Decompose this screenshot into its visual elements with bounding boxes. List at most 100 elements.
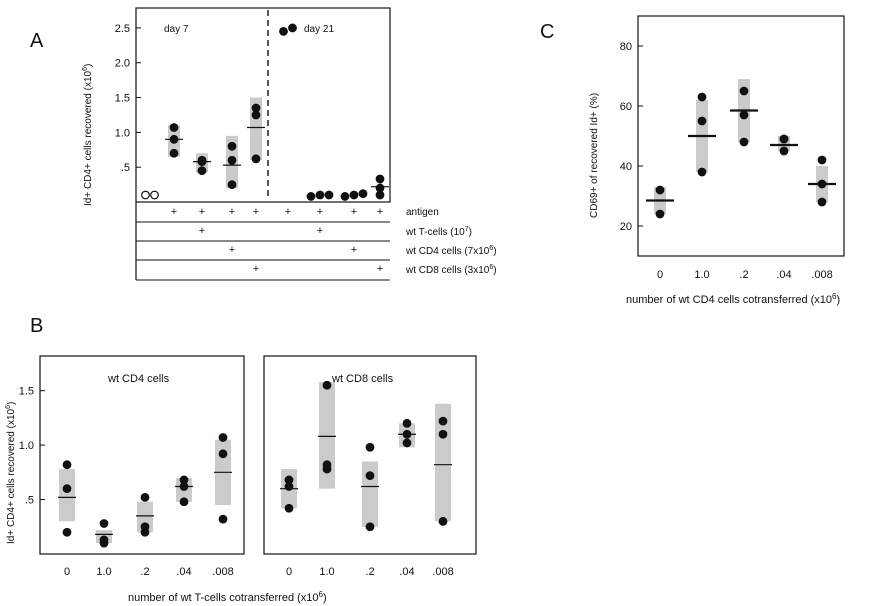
range-band <box>319 381 335 489</box>
panel-c-marks <box>646 79 836 219</box>
data-point <box>697 92 707 102</box>
data-point <box>324 190 334 200</box>
data-point <box>251 103 261 113</box>
panel-a-y-axis: 2.5 2.0 1.5 1.0 .5 <box>115 23 141 174</box>
condition-plus: + <box>351 244 357 256</box>
data-point <box>375 183 385 193</box>
panel-b: wt CD4 cells wt CD8 cells Id+ CD4+ cells… <box>5 355 477 604</box>
panel-b-right-frame <box>263 355 477 555</box>
condition-plus: + <box>285 206 291 218</box>
x-tick-label: 1.0 <box>319 566 334 578</box>
x-tick-label: .2 <box>140 566 149 578</box>
data-point <box>655 185 665 195</box>
data-point <box>169 148 179 158</box>
data-point <box>739 110 749 120</box>
panel-a-marks <box>141 23 389 201</box>
data-point <box>62 484 72 494</box>
panel-b-x-axis: 0 0 1.0 1.0 .2 .2 .04 .04 .008 .008 <box>64 566 454 578</box>
condition-plus: + <box>377 206 383 218</box>
data-point <box>817 155 827 165</box>
data-point <box>322 380 332 390</box>
panel-a-ylabel: Id+ CD4+ cells recovered (x106) <box>82 64 94 206</box>
y-tick-label: 2.5 <box>115 23 130 35</box>
panel-a-day-right: day 21 <box>304 24 334 35</box>
condition-plus: + <box>253 263 259 275</box>
data-point <box>322 460 332 470</box>
panel-c: CD69+ of recovered Id+ (%) 80 60 40 20 0 1.0… <box>589 15 845 306</box>
x-tick-label: 1.0 <box>694 269 709 281</box>
data-point <box>402 418 412 428</box>
panel-a-letter: A <box>30 30 44 52</box>
data-point <box>99 519 109 528</box>
data-point <box>279 27 288 36</box>
data-point <box>150 190 159 200</box>
y-tick-label: .5 <box>121 162 130 174</box>
x-tick-label: 0 <box>64 566 70 578</box>
panel-a: day 7 day 21 2.5 2.0 1.5 1.0 .5 Id+ CD4+ cel… <box>82 7 497 281</box>
condition-plus: + <box>317 206 323 218</box>
condition-plus: + <box>229 244 235 256</box>
panel-a-plot-frame <box>135 7 391 203</box>
data-point <box>438 416 448 426</box>
data-point <box>140 522 150 532</box>
y-tick-label: 20 <box>620 221 632 233</box>
data-point <box>288 23 297 33</box>
panel-b-y-axis: 1.5 1.0 .5 <box>19 386 45 507</box>
y-tick-label: 80 <box>620 41 632 53</box>
data-point <box>697 116 707 126</box>
range-band <box>362 461 378 527</box>
data-point <box>315 190 325 200</box>
data-point <box>340 192 350 201</box>
condition-plus: + <box>229 206 235 218</box>
panel-b-right-title: wt CD8 cells <box>331 373 394 385</box>
data-point <box>197 155 207 165</box>
condition-plus: + <box>377 263 383 275</box>
data-point <box>218 449 228 459</box>
data-point <box>739 86 749 96</box>
data-point <box>197 166 207 176</box>
y-tick-label: 2.0 <box>115 58 130 70</box>
row-label-wt-cd4-cells: wt CD4 cells (7x106) <box>405 245 497 257</box>
data-point <box>438 516 448 526</box>
data-point <box>140 492 150 502</box>
y-tick-label: 1.0 <box>19 440 34 452</box>
data-point <box>227 180 237 189</box>
condition-plus: + <box>351 206 357 218</box>
data-point <box>779 146 789 156</box>
data-point <box>62 527 72 537</box>
panel-b-marks <box>58 380 452 548</box>
x-tick-label: 1.0 <box>96 566 111 578</box>
data-point <box>402 438 412 448</box>
data-point <box>218 514 228 524</box>
panel-c-y-axis: 80 60 40 20 <box>620 41 643 233</box>
data-point <box>179 475 189 485</box>
condition-plus: + <box>171 206 177 218</box>
range-band <box>59 469 75 522</box>
data-point <box>438 429 448 439</box>
x-tick-label: .04 <box>176 566 191 578</box>
panel-c-ylabel: CD69+ of recovered Id+ (%) <box>589 93 600 218</box>
data-point <box>375 174 385 184</box>
data-point <box>251 154 261 164</box>
row-label-wt-cd8-cells: wt CD8 cells (3x106) <box>405 264 497 276</box>
data-point <box>365 471 375 481</box>
data-point <box>99 535 109 545</box>
x-tick-label: .008 <box>811 269 832 281</box>
y-tick-label: 1.5 <box>19 386 34 398</box>
data-point <box>141 190 150 200</box>
data-point <box>817 197 827 207</box>
row-label-antigen: antigen <box>406 207 439 218</box>
data-point <box>349 190 359 200</box>
data-point <box>227 141 237 151</box>
panel-b-left-frame <box>39 355 245 555</box>
condition-plus: + <box>199 206 205 218</box>
data-point <box>739 137 749 147</box>
data-point <box>779 134 789 144</box>
x-tick-label: .2 <box>739 269 748 281</box>
y-tick-label: 40 <box>620 161 632 173</box>
data-point <box>365 522 375 532</box>
data-point <box>179 497 189 507</box>
row-label-wt-t-cells: wt T-cells (107) <box>405 226 472 238</box>
data-point <box>227 155 237 165</box>
x-tick-label: .008 <box>212 566 233 578</box>
